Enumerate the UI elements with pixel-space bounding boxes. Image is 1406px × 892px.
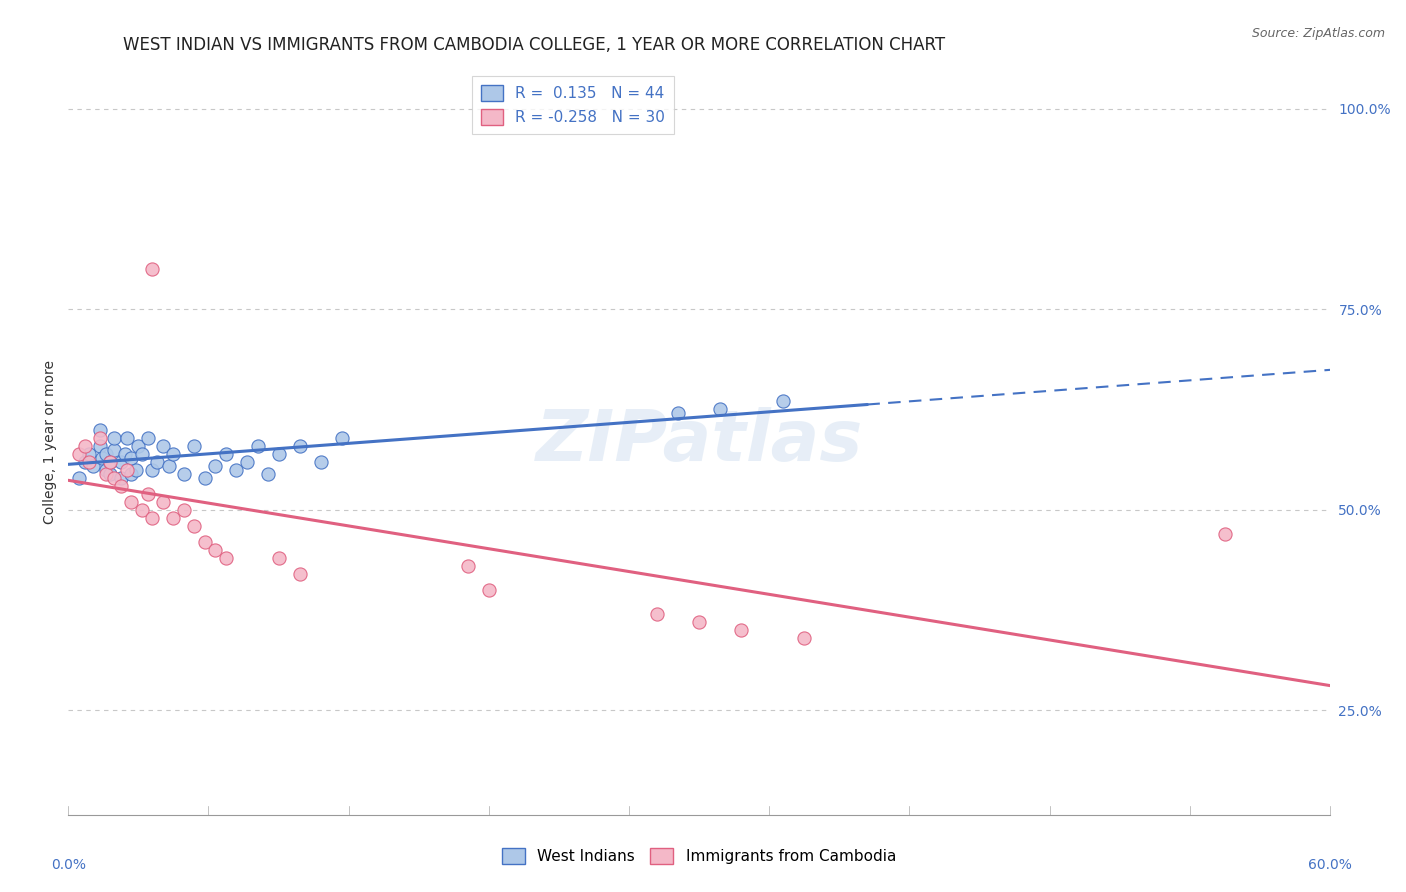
- Point: [127, 438, 149, 452]
- Point: [103, 442, 125, 457]
- Point: [267, 446, 290, 460]
- Point: [173, 502, 195, 516]
- Point: [225, 462, 247, 476]
- Y-axis label: College, 1 year or more: College, 1 year or more: [44, 359, 58, 524]
- Point: [98, 467, 121, 481]
- Point: [730, 623, 752, 637]
- Point: [141, 462, 163, 476]
- Point: [89, 431, 111, 445]
- Point: [666, 407, 689, 421]
- Point: [77, 446, 100, 460]
- Point: [77, 454, 100, 468]
- Point: [478, 582, 501, 597]
- Point: [136, 431, 159, 445]
- Point: [115, 462, 138, 476]
- Point: [267, 550, 290, 565]
- Point: [194, 470, 217, 484]
- Point: [89, 438, 111, 452]
- Point: [288, 438, 311, 452]
- Point: [709, 402, 731, 417]
- Point: [141, 262, 163, 277]
- Point: [246, 438, 269, 452]
- Point: [124, 462, 146, 476]
- Point: [288, 566, 311, 581]
- Point: [457, 558, 479, 573]
- Point: [94, 462, 117, 476]
- Point: [1213, 526, 1236, 541]
- Point: [162, 446, 184, 460]
- Point: [309, 454, 332, 468]
- Point: [98, 454, 121, 468]
- Point: [215, 446, 238, 460]
- Point: [236, 454, 259, 468]
- Point: [157, 458, 180, 473]
- Point: [194, 534, 217, 549]
- Text: Source: ZipAtlas.com: Source: ZipAtlas.com: [1251, 27, 1385, 40]
- Point: [98, 454, 121, 468]
- Point: [115, 431, 138, 445]
- Point: [114, 446, 136, 460]
- Point: [257, 467, 280, 481]
- Legend: R =  0.135   N = 44, R = -0.258   N = 30: R = 0.135 N = 44, R = -0.258 N = 30: [472, 76, 673, 134]
- Point: [152, 494, 174, 508]
- Point: [141, 510, 163, 524]
- Point: [89, 423, 111, 437]
- Point: [90, 450, 112, 465]
- Point: [120, 450, 142, 465]
- Point: [82, 458, 104, 473]
- Point: [645, 607, 668, 621]
- Point: [772, 394, 794, 409]
- Point: [67, 470, 90, 484]
- Point: [131, 446, 153, 460]
- Point: [110, 454, 132, 468]
- Text: WEST INDIAN VS IMMIGRANTS FROM CAMBODIA COLLEGE, 1 YEAR OR MORE CORRELATION CHAR: WEST INDIAN VS IMMIGRANTS FROM CAMBODIA …: [124, 36, 945, 54]
- Point: [67, 446, 90, 460]
- Point: [103, 470, 125, 484]
- Point: [94, 467, 117, 481]
- Point: [215, 550, 238, 565]
- Point: [73, 438, 96, 452]
- Point: [688, 615, 710, 629]
- Point: [204, 458, 226, 473]
- Point: [110, 470, 132, 484]
- Point: [94, 446, 117, 460]
- Point: [136, 486, 159, 500]
- Point: [183, 438, 205, 452]
- Point: [162, 510, 184, 524]
- Point: [73, 454, 96, 468]
- Point: [330, 431, 353, 445]
- Point: [152, 438, 174, 452]
- Point: [120, 467, 142, 481]
- Point: [183, 518, 205, 533]
- Point: [120, 494, 142, 508]
- Point: [110, 478, 132, 492]
- Point: [103, 431, 125, 445]
- Point: [793, 631, 815, 645]
- Point: [173, 467, 195, 481]
- Point: [131, 502, 153, 516]
- Point: [145, 454, 167, 468]
- Text: 0.0%: 0.0%: [51, 858, 86, 872]
- Text: ZIPatlas: ZIPatlas: [536, 407, 863, 476]
- Text: 60.0%: 60.0%: [1308, 858, 1353, 872]
- Point: [204, 542, 226, 557]
